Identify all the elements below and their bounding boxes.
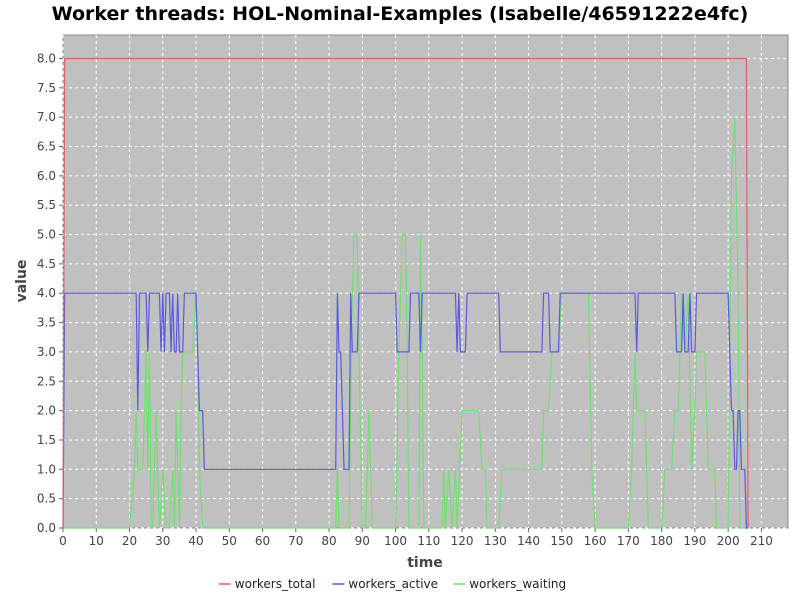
x-tick-label: 20 bbox=[122, 534, 137, 548]
series-line-workers-active bbox=[62, 292, 749, 529]
y-tick-label: 1.0 bbox=[37, 462, 56, 476]
plot-area bbox=[62, 34, 789, 529]
x-tick-label: 140 bbox=[517, 534, 540, 548]
x-tick-label: 130 bbox=[484, 534, 507, 548]
x-tick-label: 60 bbox=[255, 534, 270, 548]
y-tick-label: 4.5 bbox=[37, 257, 56, 271]
series-line-workers-waiting bbox=[63, 117, 749, 529]
y-tick-label: 0.0 bbox=[37, 521, 56, 535]
x-tick-label: 50 bbox=[222, 534, 237, 548]
y-tick-label: 7.5 bbox=[37, 81, 56, 95]
y-tick-label: 5.0 bbox=[37, 228, 56, 242]
x-tick-label: 10 bbox=[89, 534, 104, 548]
legend-label-workers-waiting: workers_waiting bbox=[469, 577, 566, 591]
x-tick-label: 70 bbox=[288, 534, 303, 548]
x-axis: 0 10 20 30 40 50 60 70 80 90 100 110 120 130 140 150 160… bbox=[59, 528, 773, 548]
y-tick-label: 0.5 bbox=[37, 492, 56, 506]
x-tick-label: 90 bbox=[355, 534, 370, 548]
chart-title: Worker threads: HOL-Nominal-Examples (Is… bbox=[52, 3, 749, 25]
x-tick-label: 180 bbox=[650, 534, 673, 548]
x-tick-label: 110 bbox=[417, 534, 440, 548]
x-tick-label: 40 bbox=[188, 534, 203, 548]
y-tick-label: 3.5 bbox=[37, 316, 56, 330]
y-tick-label: 6.0 bbox=[37, 169, 56, 183]
x-tick-label: 160 bbox=[584, 534, 607, 548]
y-tick-label: 5.5 bbox=[37, 198, 56, 212]
y-tick-label: 4.0 bbox=[37, 286, 56, 300]
x-axis-label: time bbox=[407, 555, 443, 571]
series-line-workers-total bbox=[62, 57, 749, 529]
legend-label-workers-total: workers_total bbox=[235, 577, 316, 591]
x-tick-label: 200 bbox=[717, 534, 740, 548]
y-tick-label: 6.5 bbox=[37, 140, 56, 154]
x-tick-label: 170 bbox=[617, 534, 640, 548]
x-tick-label: 190 bbox=[683, 534, 706, 548]
x-tick-label: 0 bbox=[59, 534, 67, 548]
y-axis: 0.0 0.5 1.0 1.5 2.0 2.5 3.0 3.5 4.0 4.5 5.0 5.5 6.0 6… bbox=[37, 51, 63, 535]
x-tick-label: 210 bbox=[750, 534, 773, 548]
x-tick-label: 100 bbox=[384, 534, 407, 548]
y-tick-label: 2.5 bbox=[37, 374, 56, 388]
x-tick-label: 80 bbox=[321, 534, 336, 548]
legend: workers_total workers_active workers_waiti… bbox=[218, 577, 566, 591]
y-tick-label: 2.0 bbox=[37, 404, 56, 418]
y-tick-label: 1.5 bbox=[37, 433, 56, 447]
x-tick-label: 120 bbox=[451, 534, 474, 548]
legend-label-workers-active: workers_active bbox=[348, 577, 438, 591]
grid-lines bbox=[62, 35, 788, 529]
y-tick-label: 8.0 bbox=[37, 51, 56, 65]
y-tick-label: 3.0 bbox=[37, 345, 56, 359]
x-tick-label: 150 bbox=[550, 534, 573, 548]
y-axis-label: value bbox=[14, 260, 30, 303]
x-tick-label: 30 bbox=[155, 534, 170, 548]
y-tick-label: 7.0 bbox=[37, 110, 56, 124]
series-lines bbox=[62, 57, 749, 529]
